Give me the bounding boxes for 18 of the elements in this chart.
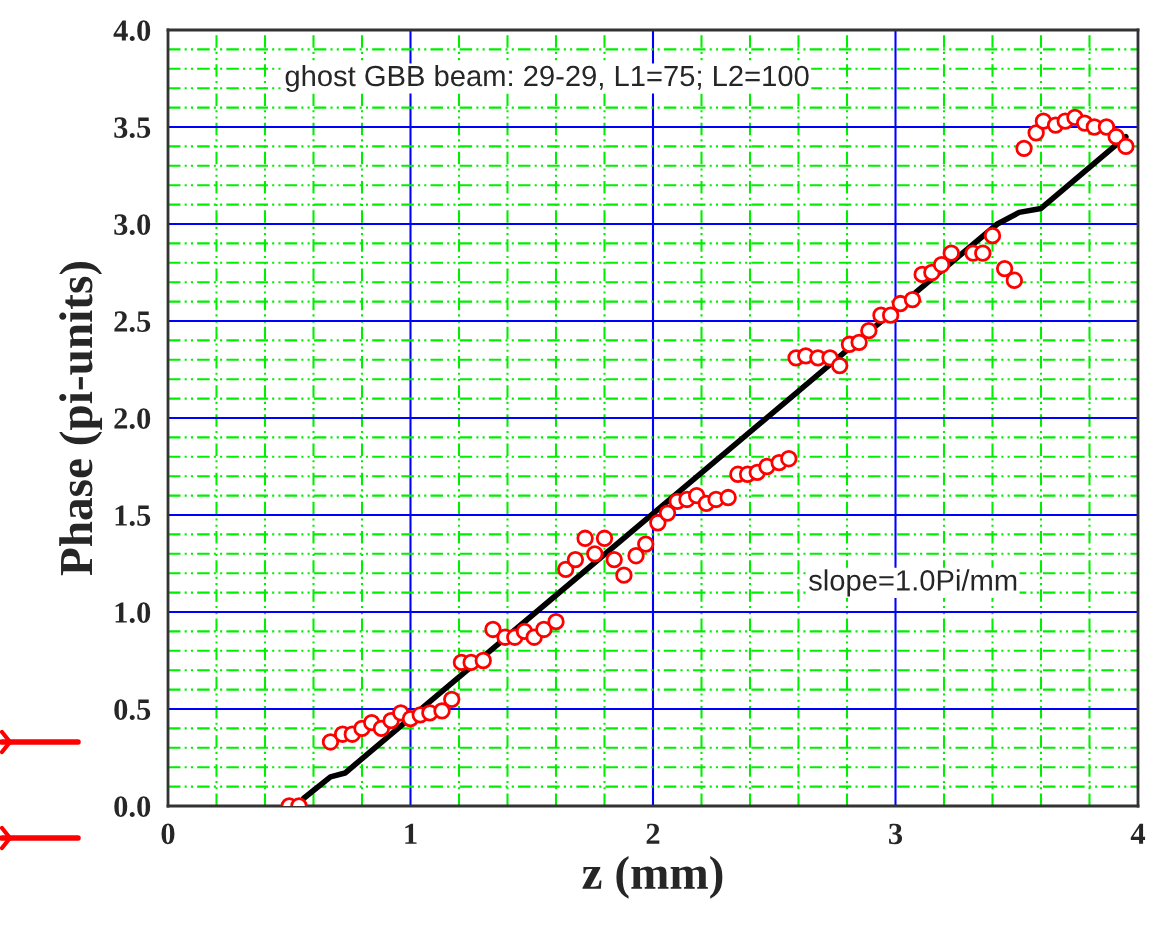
y-tick-label: 3.5	[114, 117, 151, 139]
y-tick-label: 3.0	[114, 214, 151, 236]
x-tick-label: 2	[646, 823, 660, 844]
y-tick-label: 0.5	[114, 699, 151, 721]
x-tick-label: 1	[405, 823, 417, 844]
annotation: ghost GBB beam: 29-29, L1=75; L2=100	[285, 64, 809, 93]
y-tick-label: 1.5	[115, 505, 151, 527]
x-axis-title: z (mm)	[582, 855, 723, 899]
y-tick-label: 2.5	[114, 311, 151, 333]
x-tick-label: 0	[161, 823, 175, 845]
x-tick-label: 3	[889, 823, 903, 845]
y-tick-label: 4.0	[113, 20, 151, 42]
annotation: slope=1.0Pi/mm	[809, 569, 1017, 597]
y-tick-label: 0.0	[114, 796, 151, 818]
x-tick-label: 4	[1130, 823, 1146, 844]
y-tick-label: 1.0	[115, 602, 151, 624]
y-tick-label: 2.0	[114, 408, 151, 430]
y-axis-title: Phase (pi-units)	[59, 261, 103, 576]
